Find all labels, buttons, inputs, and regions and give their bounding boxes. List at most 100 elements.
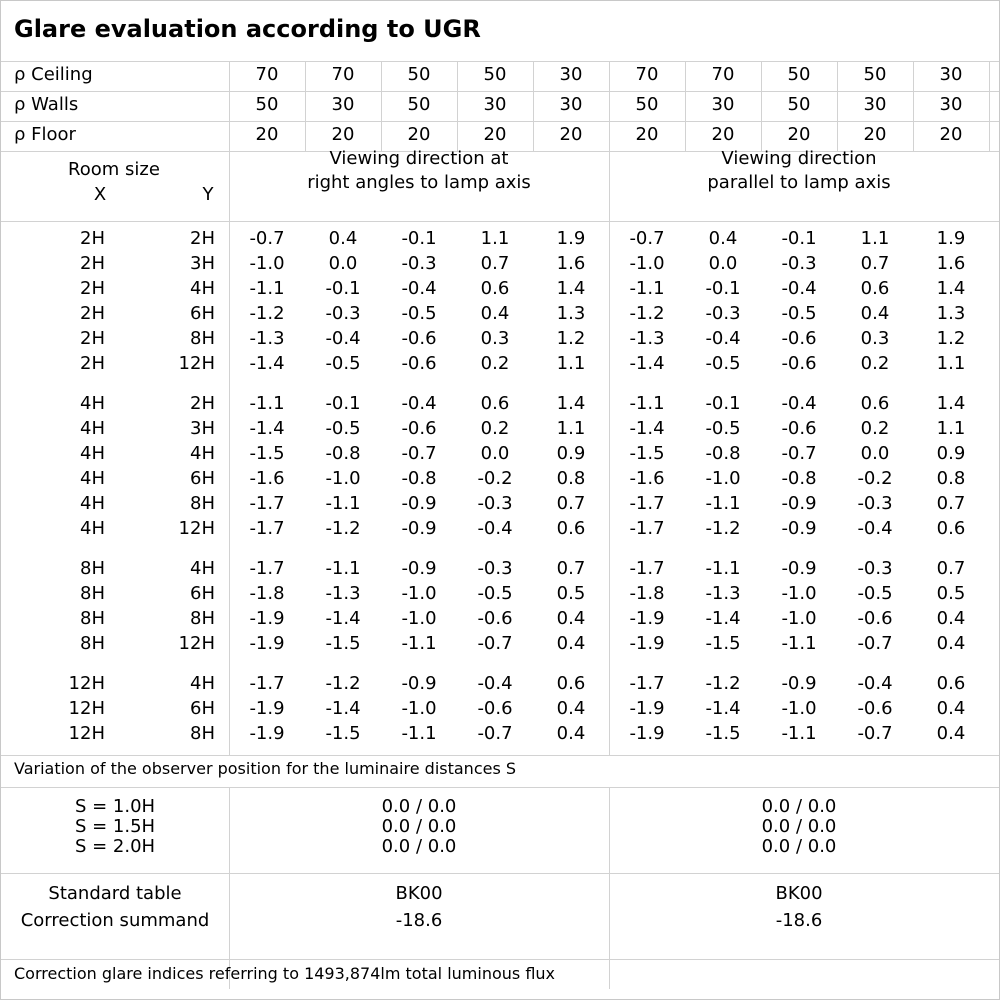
ugr-value: -1.4 <box>325 698 361 719</box>
ugr-value: -1.2 <box>629 303 665 324</box>
ugr-value: 0.4 <box>480 303 510 324</box>
ugr-value: -1.7 <box>629 518 665 539</box>
ugr-value: -0.6 <box>857 608 893 629</box>
room-size-x: 2H <box>80 278 105 299</box>
ugr-value: -1.0 <box>401 698 437 719</box>
reflectance-value: 20 <box>711 124 735 145</box>
ugr-value: 0.2 <box>480 353 510 374</box>
grid-line-horizontal <box>1 121 999 122</box>
ugr-value: 0.4 <box>936 633 966 654</box>
ugr-value: 0.0 <box>860 443 890 464</box>
reflectance-value: 50 <box>255 94 279 115</box>
room-size-y: 3H <box>190 253 215 274</box>
ugr-value: -0.9 <box>401 558 437 579</box>
correction-summand-value: -18.6 <box>775 910 823 931</box>
ugr-value: -0.4 <box>325 328 361 349</box>
ugr-value: 0.4 <box>556 723 586 744</box>
reflectance-value: 30 <box>559 94 583 115</box>
ugr-value: 0.0 <box>328 253 358 274</box>
ugr-value: -0.4 <box>781 393 817 414</box>
ugr-value: -0.9 <box>781 558 817 579</box>
reflectance-label: ρ Ceiling <box>14 64 93 85</box>
grid-line-horizontal <box>1 61 999 62</box>
ugr-value: 0.9 <box>936 443 966 464</box>
ugr-value: -1.0 <box>781 698 817 719</box>
room-size-x: 4H <box>80 493 105 514</box>
ugr-value: -1.0 <box>705 468 741 489</box>
reflectance-value: 70 <box>331 64 355 85</box>
reflectance-value: 30 <box>863 94 887 115</box>
ugr-value: -0.7 <box>477 723 513 744</box>
room-size-x: 8H <box>80 558 105 579</box>
ugr-value: -0.5 <box>325 353 361 374</box>
grid-line-vertical <box>989 61 990 151</box>
standard-table-value: BK00 <box>395 883 443 904</box>
spacing-value: 0.0 / 0.0 <box>381 836 457 857</box>
ugr-value: -1.1 <box>629 393 665 414</box>
spacing-value: 0.0 / 0.0 <box>381 816 457 837</box>
grid-line-vertical <box>609 61 610 151</box>
ugr-value: -1.1 <box>705 493 741 514</box>
ugr-value: -1.7 <box>629 673 665 694</box>
ugr-value: 1.1 <box>480 228 510 249</box>
grid-line-horizontal <box>1 959 999 960</box>
ugr-value: -0.1 <box>781 228 817 249</box>
reflectance-value: 50 <box>483 64 507 85</box>
grid-line-vertical <box>229 787 230 989</box>
ugr-value: -1.0 <box>781 583 817 604</box>
ugr-value: -0.1 <box>705 393 741 414</box>
room-size-x: 4H <box>80 393 105 414</box>
ugr-value: -0.7 <box>477 633 513 654</box>
grid-line-vertical <box>457 61 458 151</box>
ugr-value: 0.7 <box>480 253 510 274</box>
ugr-value: 1.3 <box>936 303 966 324</box>
ugr-value: -1.0 <box>325 468 361 489</box>
viewing-direction-header: right angles to lamp axis <box>307 172 531 193</box>
room-size-y: 6H <box>190 468 215 489</box>
ugr-value: -0.4 <box>401 393 437 414</box>
ugr-value: -1.9 <box>629 698 665 719</box>
spacing-label: S = 1.5H <box>74 816 156 837</box>
ugr-value: -1.1 <box>781 633 817 654</box>
ugr-value: 0.7 <box>936 558 966 579</box>
grid-line-vertical <box>609 151 610 755</box>
ugr-value: -1.2 <box>325 673 361 694</box>
ugr-value: -1.9 <box>629 608 665 629</box>
ugr-value: -1.3 <box>325 583 361 604</box>
room-size-x: 12H <box>68 698 105 719</box>
ugr-value: -0.6 <box>781 418 817 439</box>
room-size-y: 12H <box>178 518 215 539</box>
reflectance-value: 70 <box>711 64 735 85</box>
ugr-value: -1.4 <box>705 608 741 629</box>
room-size-y: 4H <box>190 278 215 299</box>
grid-line-horizontal <box>1 221 999 222</box>
ugr-value: 0.6 <box>556 518 586 539</box>
room-size-y: 8H <box>190 608 215 629</box>
ugr-value: 1.1 <box>936 353 966 374</box>
room-size-y-label: Y <box>202 184 214 205</box>
room-size-y: 4H <box>190 443 215 464</box>
room-size-y: 8H <box>190 723 215 744</box>
ugr-value: 1.6 <box>556 253 586 274</box>
ugr-value: -1.0 <box>401 608 437 629</box>
ugr-value: -1.1 <box>249 393 285 414</box>
ugr-value: -1.4 <box>705 698 741 719</box>
ugr-value: 0.6 <box>480 278 510 299</box>
ugr-value: -1.7 <box>249 493 285 514</box>
page-title: Glare evaluation according to UGR <box>14 15 481 43</box>
ugr-value: 1.4 <box>936 393 966 414</box>
viewing-direction-header: Viewing direction at <box>329 148 509 169</box>
room-size-x: 8H <box>80 583 105 604</box>
room-size-x: 2H <box>80 353 105 374</box>
ugr-value: -1.5 <box>705 633 741 654</box>
reflectance-value: 70 <box>255 64 279 85</box>
ugr-value: -1.1 <box>249 278 285 299</box>
ugr-value: -1.2 <box>249 303 285 324</box>
ugr-value: 0.4 <box>936 723 966 744</box>
grid-line-horizontal <box>1 151 999 152</box>
ugr-value: -1.9 <box>249 723 285 744</box>
ugr-value: -1.3 <box>629 328 665 349</box>
ugr-value: 0.9 <box>556 443 586 464</box>
reflectance-label: ρ Floor <box>14 124 76 145</box>
reflectance-label: ρ Walls <box>14 94 79 115</box>
